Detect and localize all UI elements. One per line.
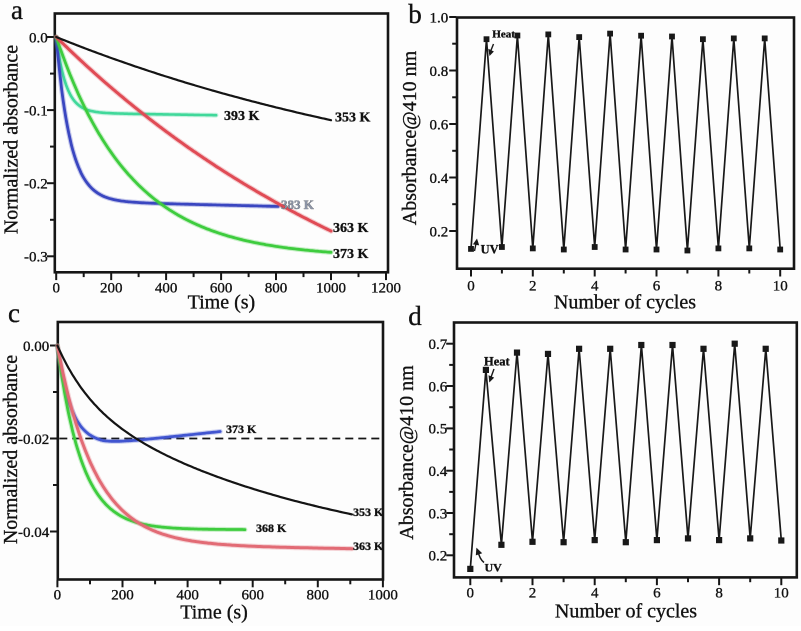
svg-text:800: 800: [307, 587, 330, 603]
svg-text:UV: UV: [485, 561, 503, 575]
svg-text:368 K: 368 K: [256, 521, 287, 535]
svg-text:1200: 1200: [371, 280, 401, 296]
svg-text:Absorbance@410 nm: Absorbance@410 nm: [399, 50, 421, 225]
svg-text:6: 6: [653, 585, 661, 601]
svg-text:a: a: [11, 0, 23, 25]
svg-text:0.4: 0.4: [428, 464, 447, 480]
svg-text:0.0: 0.0: [29, 30, 48, 46]
svg-text:Heat: Heat: [484, 355, 511, 369]
svg-text:2: 2: [529, 278, 537, 294]
svg-text:200: 200: [111, 587, 134, 603]
svg-text:800: 800: [265, 280, 288, 296]
svg-text:-0.02: -0.02: [18, 432, 49, 448]
svg-text:200: 200: [100, 280, 123, 296]
svg-text:8: 8: [715, 278, 723, 294]
svg-text:373 K: 373 K: [333, 247, 369, 262]
svg-text:363 K: 363 K: [333, 221, 369, 236]
svg-text:0.00: 0.00: [23, 339, 49, 355]
svg-text:0.4: 0.4: [430, 171, 449, 187]
svg-text:Number of cycles: Number of cycles: [554, 292, 696, 314]
svg-text:4: 4: [591, 278, 599, 294]
svg-text:353 K: 353 K: [335, 111, 371, 126]
svg-text:-0.3: -0.3: [24, 250, 48, 266]
svg-text:Normalized absorbance: Normalized absorbance: [1, 45, 23, 234]
svg-text:0.2: 0.2: [428, 549, 447, 565]
svg-text:b: b: [408, 0, 422, 29]
svg-text:0.5: 0.5: [428, 422, 447, 438]
svg-text:373 K: 373 K: [226, 422, 257, 436]
svg-text:6: 6: [653, 278, 661, 294]
svg-text:2: 2: [529, 585, 537, 601]
svg-text:d: d: [408, 301, 422, 331]
svg-text:0: 0: [467, 278, 475, 294]
svg-text:Normalized absorbance: Normalized absorbance: [0, 355, 22, 544]
svg-text:400: 400: [176, 587, 199, 603]
svg-text:c: c: [8, 298, 20, 328]
svg-text:600: 600: [210, 280, 233, 296]
svg-text:10: 10: [774, 585, 789, 601]
svg-text:-0.2: -0.2: [24, 177, 48, 193]
svg-text:10: 10: [773, 278, 788, 294]
svg-text:1000: 1000: [316, 280, 346, 296]
svg-text:-0.04: -0.04: [18, 525, 50, 541]
svg-text:Time (s): Time (s): [180, 602, 248, 624]
svg-text:0: 0: [467, 585, 475, 601]
svg-text:383 K: 383 K: [281, 197, 315, 212]
svg-text:600: 600: [241, 587, 264, 603]
svg-text:0.6: 0.6: [430, 117, 449, 133]
svg-text:400: 400: [155, 280, 178, 296]
svg-text:Time (s): Time (s): [188, 292, 256, 314]
svg-text:1.0: 1.0: [430, 10, 449, 26]
svg-text:Heat: Heat: [492, 29, 515, 41]
svg-text:1000: 1000: [368, 587, 398, 603]
svg-text:363 K: 363 K: [353, 539, 384, 553]
svg-text:-0.1: -0.1: [24, 103, 48, 119]
svg-text:Absorbance@410 nm: Absorbance@410 nm: [396, 365, 418, 540]
svg-text:0: 0: [54, 587, 62, 603]
svg-text:4: 4: [591, 585, 599, 601]
svg-text:0.8: 0.8: [430, 64, 449, 80]
svg-text:393 K: 393 K: [224, 109, 260, 124]
svg-text:0.6: 0.6: [428, 379, 447, 395]
svg-text:0: 0: [52, 280, 60, 296]
svg-text:Number of cycles: Number of cycles: [555, 601, 697, 623]
svg-text:0.3: 0.3: [428, 506, 447, 522]
svg-text:8: 8: [715, 585, 723, 601]
svg-text:UV: UV: [481, 243, 499, 257]
svg-text:353 K: 353 K: [353, 505, 384, 519]
svg-text:0.2: 0.2: [430, 224, 449, 240]
svg-text:0.7: 0.7: [428, 337, 447, 353]
